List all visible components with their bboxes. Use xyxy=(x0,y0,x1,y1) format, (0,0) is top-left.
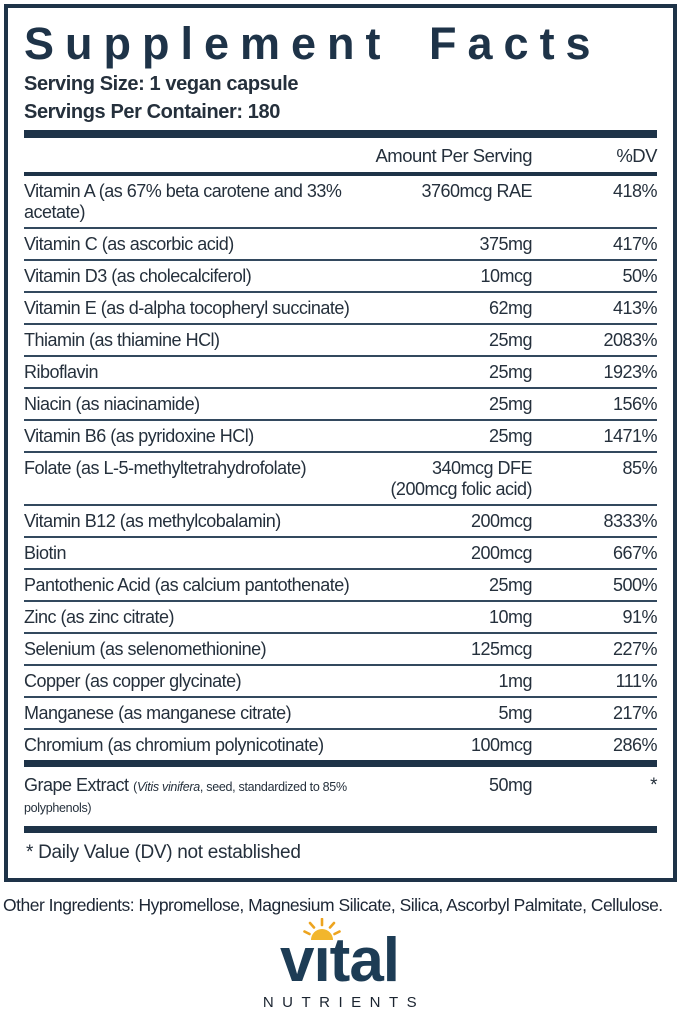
nutrient-row: Selenium (as selenomethionine) 125mcg 22… xyxy=(24,634,658,667)
nutrient-dv: 1923% xyxy=(603,362,657,383)
nutrient-amount: 375mg xyxy=(479,234,532,255)
nutrient-dv: 50% xyxy=(622,266,657,287)
nutrient-row: Niacin (as niacinamide) 25mg 156% xyxy=(24,389,658,422)
supplement-facts-panel: Supplement Facts Serving Size: 1 vegan c… xyxy=(4,4,677,883)
nutrient-label: Folate (as L-5-methyltetrahydrofolate) xyxy=(24,458,307,479)
botanical-dv: * xyxy=(650,775,657,797)
nutrient-amount: 340mcg DFE (200mcg folic acid) xyxy=(390,458,532,500)
nutrient-label: Copper (as copper glycinate) xyxy=(24,671,242,692)
table-header-row: Amount Per Serving %DV xyxy=(24,138,658,177)
nutrient-label: Niacin (as niacinamide) xyxy=(24,394,200,415)
nutrient-label: Zinc (as zinc citrate) xyxy=(24,607,175,628)
nutrient-label: Vitamin D3 (as cholecalciferol) xyxy=(24,266,252,287)
nutrient-dv: 667% xyxy=(612,543,658,564)
nutrient-amount: 1mg xyxy=(498,671,532,692)
nutrient-dv: 417% xyxy=(612,234,658,255)
panel-title: Supplement Facts xyxy=(24,18,602,69)
logo-letter-v: v xyxy=(279,926,314,996)
nutrient-dv: 500% xyxy=(612,575,658,596)
nutrient-row: Pantothenic Acid (as calcium pantothenat… xyxy=(24,570,658,603)
nutrient-row: Copper (as copper glycinate) 1mg 111% xyxy=(24,666,658,699)
nutrient-label: Chromium (as chromium polynicotinate) xyxy=(24,735,324,756)
nutrient-row: Vitamin B12 (as methylcobalamin) 200mcg … xyxy=(24,506,658,539)
nutrient-amount: 200mcg xyxy=(470,511,533,532)
nutrient-amount: 25mg xyxy=(488,362,533,383)
nutrient-row: Riboflavin 25mg 1923% xyxy=(24,357,658,390)
nutrient-dv: 8333% xyxy=(603,511,657,532)
serving-size: Serving Size: 1 vegan capsule xyxy=(24,73,299,96)
nutrient-dv: 413% xyxy=(612,298,658,319)
divider-thick-mid-lower xyxy=(24,826,657,834)
nutrient-amount: 3760mcg RAE xyxy=(421,181,532,202)
nutrient-dv: 156% xyxy=(612,394,658,415)
nutrient-dv: 111% xyxy=(615,671,658,692)
divider-thick-top xyxy=(24,130,657,139)
nutrient-label: Vitamin C (as ascorbic acid) xyxy=(24,234,234,255)
nutrient-amount: 10mg xyxy=(488,607,533,628)
nutrient-label: Riboflavin xyxy=(24,362,99,383)
nutrient-amount: 25mg xyxy=(488,575,533,596)
nutrient-label: Vitamin B12 (as methylcobalamin) xyxy=(24,511,281,532)
nutrient-amount: 25mg xyxy=(488,394,533,415)
botanical-latin-name: Vitis vinifera xyxy=(136,780,200,795)
logo-subtext: NUTRIENTS xyxy=(262,994,426,1011)
nutrient-amount: 25mg xyxy=(488,330,533,351)
nutrient-amount: 5mg xyxy=(498,703,532,724)
nutrient-row: Vitamin B6 (as pyridoxine HCl) 25mg 1471… xyxy=(24,421,658,454)
botanical-amount: 50mg xyxy=(488,775,533,796)
botanical-detail: (Vitis vinifera, seed, standardized to 8… xyxy=(24,780,347,816)
dv-footnote: * Daily Value (DV) not established xyxy=(26,842,301,864)
botanical-label: Grape Extract (Vitis vinifera, seed, sta… xyxy=(24,775,382,817)
nutrient-row: Vitamin D3 (as cholecalciferol) 10mcg 50… xyxy=(24,261,658,294)
other-ingredients: Other Ingredients: Hypromellose, Magnesi… xyxy=(3,895,663,916)
nutrient-amount: 25mg xyxy=(488,426,533,447)
nutrient-dv: 217% xyxy=(612,703,658,724)
nutrient-dv: 2083% xyxy=(603,330,657,351)
nutrient-label: Thiamin (as thiamine HCl) xyxy=(24,330,220,351)
brand-logo: v ıtal NUTRIENTS xyxy=(0,918,679,1011)
nutrient-dv: 91% xyxy=(622,607,657,628)
botanical-row: Grape Extract (Vitis vinifera, seed, sta… xyxy=(24,767,658,826)
servings-per-container: Servings Per Container: 180 xyxy=(24,101,280,124)
logo-letter-i: ı xyxy=(302,918,341,992)
dv-column-header: %DV xyxy=(616,145,657,167)
nutrient-row: Zinc (as zinc citrate) 10mg 91% xyxy=(24,602,658,635)
nutrient-row: Vitamin E (as d-alpha tocopheryl succina… xyxy=(24,293,658,326)
nutrient-dv: 418% xyxy=(612,181,658,202)
nutrient-dv: 85% xyxy=(622,458,657,479)
nutrient-amount: 62mg xyxy=(488,298,533,319)
nutrient-dv: 227% xyxy=(612,639,658,660)
nutrient-dv: 286% xyxy=(612,735,658,756)
nutrient-label: Vitamin A (as 67% beta carotene and 33% … xyxy=(24,181,342,223)
nutrient-label: Vitamin B6 (as pyridoxine HCl) xyxy=(24,426,254,447)
nutrient-row: Chromium (as chromium polynicotinate) 10… xyxy=(24,730,658,760)
nutrient-row: Thiamin (as thiamine HCl) 25mg 2083% xyxy=(24,325,658,358)
nutrient-label: Selenium (as selenomethionine) xyxy=(24,639,267,660)
nutrient-row: Folate (as L-5-methyltetrahydrofolate) 3… xyxy=(24,453,658,507)
divider-thick-mid-upper xyxy=(24,760,657,768)
nutrient-dv: 1471% xyxy=(603,426,657,447)
nutrient-label: Vitamin E (as d-alpha tocopheryl succina… xyxy=(24,298,350,319)
nutrient-amount: 125mcg xyxy=(470,639,533,660)
amount-column-header: Amount Per Serving xyxy=(375,145,532,167)
logo-wordmark: v ıtal xyxy=(280,918,400,992)
nutrient-amount: 100mcg xyxy=(470,735,533,756)
nutrient-label: Pantothenic Acid (as calcium pantothenat… xyxy=(24,575,350,596)
nutrient-row: Vitamin C (as ascorbic acid) 375mg 417% xyxy=(24,229,658,262)
logo-letters-tal: tal xyxy=(329,926,400,996)
nutrient-row: Manganese (as manganese citrate) 5mg 217… xyxy=(24,698,658,731)
nutrient-label: Biotin xyxy=(24,543,67,564)
nutrient-row: Biotin 200mcg 667% xyxy=(24,538,658,571)
botanical-name: Grape Extract xyxy=(24,775,129,796)
nutrient-row: Vitamin A (as 67% beta carotene and 33% … xyxy=(24,176,658,230)
nutrient-amount: 10mcg xyxy=(480,266,532,287)
nutrient-label: Manganese (as manganese citrate) xyxy=(24,703,292,724)
nutrient-table: Vitamin A (as 67% beta carotene and 33% … xyxy=(24,176,658,760)
nutrient-amount: 200mcg xyxy=(470,543,533,564)
